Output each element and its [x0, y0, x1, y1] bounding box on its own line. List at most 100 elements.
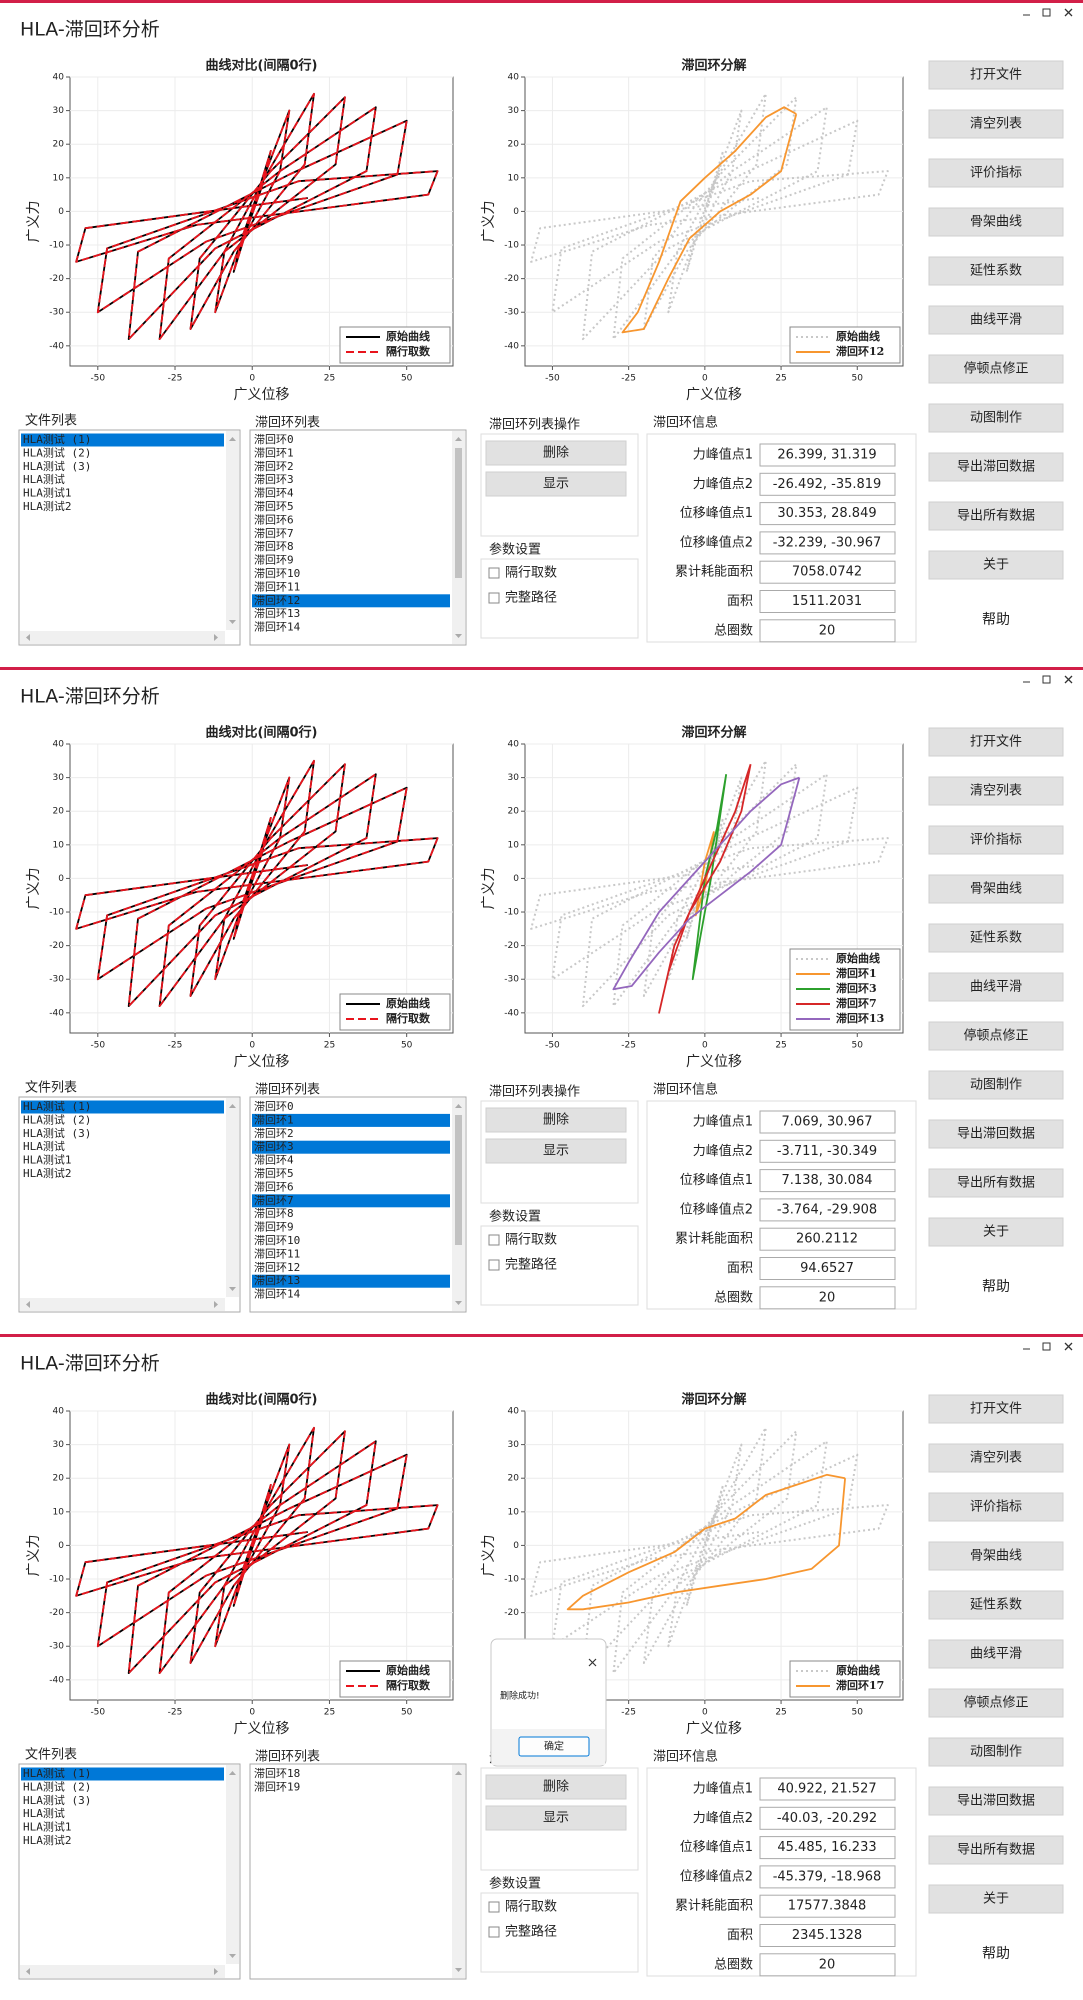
list-item[interactable]: 滞回环13: [254, 607, 300, 620]
sidebar-button[interactable]: [928, 972, 1064, 1002]
checkbox[interactable]: [488, 567, 500, 579]
list-item[interactable]: 滞回环3: [254, 473, 294, 486]
scroll-arrow[interactable]: [455, 1301, 462, 1305]
sidebar-button[interactable]: [928, 403, 1064, 433]
list-item[interactable]: 滞回环2: [254, 460, 294, 473]
sidebar-button[interactable]: [928, 1590, 1064, 1620]
list-item[interactable]: 滞回环18: [254, 1767, 300, 1780]
scroll-arrow[interactable]: [229, 1954, 236, 1958]
checkbox-label[interactable]: 隔行取数: [505, 1233, 557, 1248]
list-item[interactable]: 滞回环12: [254, 594, 300, 607]
sidebar-button[interactable]: [928, 1119, 1064, 1149]
ops-button-label[interactable]: 显示: [543, 1811, 569, 1826]
sidebar-button-label[interactable]: 打开文件: [970, 1402, 1022, 1417]
sidebar-button-label[interactable]: 清空列表: [970, 1451, 1022, 1466]
sidebar-button[interactable]: [928, 501, 1064, 531]
checkbox[interactable]: [488, 1259, 500, 1271]
sidebar-button-label[interactable]: 骨架曲线: [970, 882, 1022, 897]
checkbox-label[interactable]: 完整路径: [505, 1257, 557, 1273]
sidebar-button-label[interactable]: 骨架曲线: [970, 215, 1022, 230]
sidebar-button[interactable]: [928, 1639, 1064, 1669]
sidebar-button-label[interactable]: 评价指标: [970, 166, 1022, 181]
close-button[interactable]: [1064, 1342, 1073, 1351]
sidebar-button-label[interactable]: 清空列表: [970, 784, 1022, 799]
scroll-arrow[interactable]: [229, 1287, 236, 1291]
dialog-button-label[interactable]: 确定: [544, 1740, 564, 1753]
sidebar-button[interactable]: [928, 923, 1064, 953]
sidebar-button-label[interactable]: 延性系数: [970, 931, 1022, 946]
list-item[interactable]: HLA测试 (1): [23, 433, 91, 446]
sidebar-button[interactable]: [928, 354, 1064, 384]
list-item[interactable]: HLA测试1: [23, 1821, 72, 1834]
sidebar-button-label[interactable]: 关于: [983, 1892, 1009, 1907]
scroll-arrow[interactable]: [214, 634, 218, 641]
sidebar-button[interactable]: [928, 452, 1064, 482]
sidebar-button[interactable]: [928, 1217, 1064, 1247]
sidebar-button-label[interactable]: 动图制作: [970, 1745, 1022, 1760]
sidebar-button[interactable]: [928, 874, 1064, 904]
scroll-arrow[interactable]: [26, 1968, 30, 1975]
ops-button[interactable]: [485, 1805, 627, 1831]
maximize-button[interactable]: [1042, 8, 1051, 17]
sidebar-button[interactable]: [928, 1541, 1064, 1571]
sidebar-button-label[interactable]: 评价指标: [970, 1500, 1022, 1515]
sidebar-button-label[interactable]: 打开文件: [970, 68, 1022, 83]
sidebar-button-label[interactable]: 曲线平滑: [970, 1647, 1022, 1662]
sidebar-button-label[interactable]: 导出所有数据: [957, 1843, 1035, 1858]
list-item[interactable]: 滞回环0: [254, 1100, 294, 1113]
dialog-close[interactable]: [588, 1658, 597, 1667]
sidebar-button[interactable]: [928, 1443, 1064, 1473]
scroll-arrow[interactable]: [455, 634, 462, 638]
sidebar-button-label[interactable]: 导出滞回数据: [957, 460, 1035, 475]
checkbox-label[interactable]: 隔行取数: [505, 1900, 557, 1915]
list-item[interactable]: 滞回环7: [254, 1194, 294, 1207]
scroll-arrow[interactable]: [455, 1104, 462, 1108]
list-item[interactable]: 滞回环2: [254, 1127, 294, 1140]
list-item[interactable]: 滞回环19: [254, 1780, 300, 1793]
scroll-thumb[interactable]: [455, 1115, 462, 1245]
list-item[interactable]: 滞回环12: [254, 1261, 300, 1274]
list-item[interactable]: 滞回环6: [254, 1180, 294, 1193]
list-item[interactable]: HLA测试2: [23, 500, 72, 513]
dialog-button[interactable]: [518, 1736, 590, 1757]
sidebar-button[interactable]: [928, 158, 1064, 188]
sidebar-button[interactable]: [928, 1737, 1064, 1767]
list-item[interactable]: 滞回环0: [254, 433, 294, 446]
sidebar-button-label[interactable]: 骨架曲线: [970, 1549, 1022, 1564]
scroll-arrow[interactable]: [229, 620, 236, 624]
sidebar-button-label[interactable]: 打开文件: [970, 735, 1022, 750]
list-item[interactable]: 滞回环10: [254, 567, 300, 580]
list-item[interactable]: 滞回环7: [254, 527, 294, 540]
scroll-arrow[interactable]: [455, 437, 462, 441]
list-item[interactable]: 滞回环9: [254, 1221, 294, 1234]
sidebar-button[interactable]: [928, 1168, 1064, 1198]
sidebar-button-label[interactable]: 停顿点修正: [963, 1695, 1028, 1711]
scroll-arrow[interactable]: [455, 1968, 462, 1972]
checkbox[interactable]: [488, 1234, 500, 1246]
list-item[interactable]: HLA测试: [23, 473, 65, 486]
sidebar-button[interactable]: [928, 1835, 1064, 1865]
sidebar-button-label[interactable]: 动图制作: [970, 411, 1022, 426]
list-item[interactable]: HLA测试 (3): [23, 460, 91, 473]
ops-button[interactable]: [485, 471, 627, 497]
help-link[interactable]: 帮助: [982, 1279, 1010, 1295]
list-item[interactable]: HLA测试1: [23, 1154, 72, 1167]
list-item[interactable]: 滞回环9: [254, 554, 294, 567]
sidebar-button[interactable]: [928, 109, 1064, 139]
sidebar-button-label[interactable]: 关于: [983, 558, 1009, 573]
sidebar-button-label[interactable]: 停顿点修正: [963, 1028, 1028, 1044]
sidebar-button[interactable]: [928, 825, 1064, 855]
list-item[interactable]: HLA测试 (3): [23, 1127, 91, 1140]
ops-button[interactable]: [485, 1107, 627, 1133]
list-item[interactable]: HLA测试 (1): [23, 1767, 91, 1780]
sidebar-button[interactable]: [928, 1786, 1064, 1816]
list-item[interactable]: 滞回环1: [254, 446, 294, 459]
list-item[interactable]: 滞回环8: [254, 1207, 294, 1220]
scroll-thumb[interactable]: [455, 448, 462, 578]
scroll-arrow[interactable]: [229, 1104, 236, 1108]
list-item[interactable]: 滞回环4: [254, 1154, 294, 1167]
sidebar-button[interactable]: [928, 207, 1064, 237]
sidebar-button[interactable]: [928, 1021, 1064, 1051]
sidebar-button-label[interactable]: 关于: [983, 1225, 1009, 1240]
scroll-arrow[interactable]: [26, 1301, 30, 1308]
